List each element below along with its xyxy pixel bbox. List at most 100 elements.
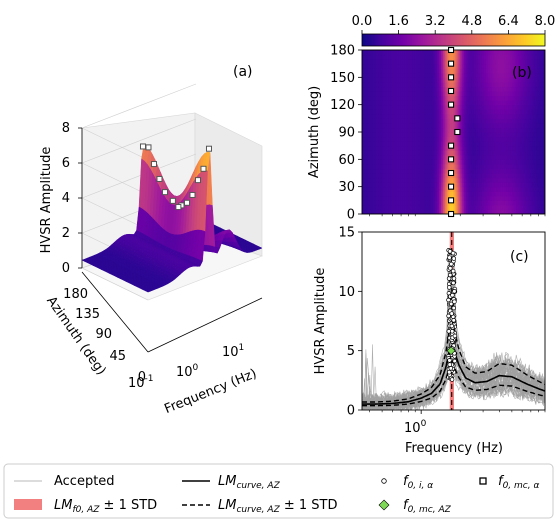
legend: Accepted LMcurve, AZ f0, i, α f0, mc, α …: [3, 463, 554, 519]
legend-f0mc-label: f0, mc, α: [498, 474, 539, 491]
peak-marker-3d: [145, 144, 152, 151]
colorbar: [361, 33, 546, 47]
z-tick-label: 4: [62, 191, 70, 206]
f0-i-marker: [447, 272, 453, 278]
peak-marker-3d: [194, 177, 201, 184]
colorbar-tick-label: 3.2: [425, 14, 446, 29]
heatmap-peak-marker: [448, 74, 455, 81]
peak-marker-3d: [156, 175, 163, 182]
colorbar-tick-label: 4.8: [461, 14, 482, 29]
heatmap-peak-marker: [448, 210, 455, 218]
f0-i-marker: [450, 268, 456, 274]
panel-b-y-tick-label: 180: [330, 44, 355, 59]
heatmap-peak-marker: [448, 142, 455, 149]
legend-f0i-label: f0, i, α: [403, 474, 433, 491]
heatmap-peak-marker: [454, 128, 461, 136]
f0-i-marker: [451, 305, 457, 311]
peak-marker-3d: [139, 143, 146, 150]
peak-marker-3d: [189, 191, 196, 198]
frequency-tick-label: 10-1: [128, 374, 154, 391]
surface-3d: [81, 143, 263, 293]
panel-a-azimuth-ticks: 0 45 90 135 180: [63, 287, 146, 385]
panel-c-x-tick-label: 100: [404, 419, 427, 436]
f0-i-marker: [452, 333, 458, 339]
frequency-tick-label: 101: [222, 343, 244, 360]
f0-i-marker: [451, 256, 457, 261]
z-tick-label: 8: [62, 121, 70, 136]
panel-b-y-tick-label: 30: [338, 180, 355, 195]
f0-i-marker: [446, 297, 451, 303]
panel-a-z-ticks: 0 2 4 6 8: [62, 121, 82, 276]
f0-i-marker: [449, 311, 454, 316]
f0-mc-az-marker: [446, 346, 456, 356]
heatmap-peak-marker: [448, 183, 455, 190]
peak-marker-3d: [150, 161, 157, 168]
f0-i-marker: [447, 358, 452, 363]
panel-c-y-tick-label: 5: [347, 344, 355, 359]
panel-b-label: (b): [512, 65, 532, 81]
panel-b: 0.0 1.6 3.2 4.8 6.4 8.0 0 30 60 90 120 150 180 Azim…: [307, 14, 555, 223]
legend-lm-curve-label: LMcurve, AZ: [218, 474, 281, 491]
peak-marker-3d: [200, 165, 207, 172]
f0-i-marker: [447, 362, 453, 367]
z-tick-label: 6: [62, 156, 70, 171]
f0-i-marker: [451, 276, 457, 281]
panel-b-y-tick-label: 90: [338, 126, 355, 141]
f0-i-marker: [449, 377, 455, 382]
heatmap-peak-marker: [448, 46, 455, 54]
azimuth-tick-label: 45: [109, 349, 126, 364]
f0-i-marker: [452, 289, 457, 294]
azimuth-tick-label: 90: [95, 327, 112, 342]
f0-i-marker: [446, 313, 451, 319]
peak-markers-3d: [139, 143, 212, 211]
panel-b-y-tick-label: 150: [330, 71, 355, 86]
panel-c-label: (c): [510, 249, 529, 265]
azimuth-tick-label: 0: [138, 370, 146, 385]
panel-a: 0 2 4 6 8 0 45 90 135 180 10-1 100 101 HVSR Amplit…: [39, 64, 263, 417]
legend-f0i-swatch: [381, 478, 387, 484]
heatmap-peak-marker: [448, 60, 455, 67]
panel-b-y-ticks: 0 30 60 90 120 150 180: [330, 44, 362, 223]
legend-f0-mc-az-label: f0, mc, AZ: [403, 498, 452, 515]
heatmap-peak-markers: [448, 46, 461, 218]
peak-marker-3d: [169, 197, 176, 204]
panel-a-label: (a): [233, 64, 253, 80]
colorbar-tick-label: 1.6: [388, 14, 409, 29]
panel-c-y-ticks: 0 5 10 15: [338, 226, 362, 419]
f0-i-marker: [449, 329, 455, 334]
heatmap-peak-marker: [448, 87, 455, 95]
legend-accepted-label: Accepted: [54, 474, 115, 489]
legend-lm-curve-std-label: LMcurve, AZ ± 1 STD: [218, 498, 338, 515]
f0-i-marker: [447, 369, 452, 375]
f0-i-marker: [448, 301, 454, 307]
panel-c: 0 5 10 15 100 HVSR Amplitude Frequency (Hz)…: [313, 214, 546, 456]
f0-i-marker: [448, 366, 454, 371]
panel-b-y-tick-label: 120: [330, 98, 355, 113]
peak-marker-3d: [161, 189, 168, 196]
f0-i-markers: [446, 248, 458, 382]
f0-i-marker: [449, 261, 454, 267]
panel-a-zlabel: HVSR Amplitude: [39, 147, 54, 254]
peak-marker-3d: [175, 204, 182, 211]
f0-i-marker: [447, 255, 452, 260]
panel-b-y-tick-label: 0: [347, 208, 355, 223]
f0-i-marker: [452, 299, 457, 304]
frequency-tick-label: 100: [176, 363, 199, 380]
azimuth-tick-label: 180: [63, 287, 88, 302]
panel-c-y-tick-label: 15: [338, 226, 355, 241]
panel-b-y-tick-label: 60: [338, 153, 355, 168]
heatmap-peak-marker: [454, 115, 461, 122]
panel-c-ylabel: HVSR Amplitude: [313, 268, 328, 375]
heatmap-peak-marker: [448, 169, 455, 177]
f0-i-marker: [451, 318, 456, 323]
f0-i-marker: [450, 292, 455, 298]
colorbar-tick-label: 6.4: [498, 14, 519, 29]
legend-f0mc-swatch: [479, 477, 487, 485]
panel-c-x-ticks: 100: [369, 214, 546, 436]
azimuth-tick-label: 135: [75, 307, 100, 322]
colorbar-tick-label: 8.0: [535, 14, 556, 29]
legend-lm-f0-label: LMf0, AZ ± 1 STD: [54, 498, 157, 515]
heatmap-peak-marker: [448, 197, 455, 204]
legend-f0-mc-az-swatch: [378, 499, 390, 511]
